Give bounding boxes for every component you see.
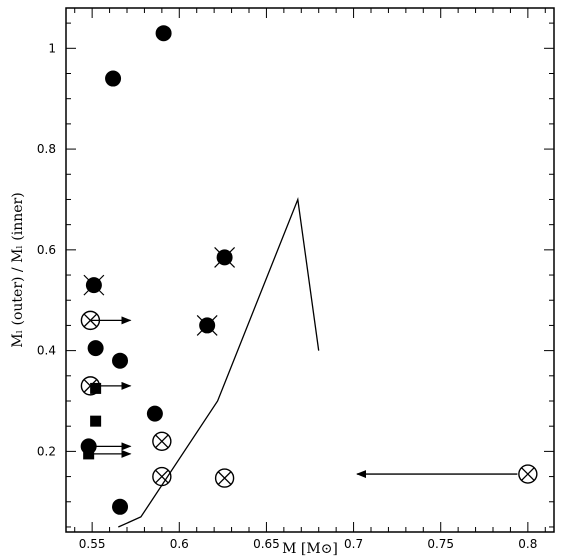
x-tick-label: 0.6 bbox=[170, 537, 189, 551]
y-tick-label: 0.6 bbox=[37, 243, 56, 257]
cross-line bbox=[83, 274, 105, 296]
plot-frame bbox=[65, 7, 555, 533]
y-tick-label: 0.8 bbox=[37, 142, 56, 156]
y-axis-label: Mₗ (outer) / Mₗ (inner) bbox=[10, 192, 26, 347]
cross-line bbox=[154, 434, 169, 449]
y-axis-ticks: 0.2 0.4 0.6 0.8 1 bbox=[37, 22, 554, 528]
x-tick-label: 0.65 bbox=[253, 537, 280, 551]
x-axis-label: M [M⊙] bbox=[282, 541, 338, 557]
x-tick-label: 0.8 bbox=[518, 537, 537, 551]
x-axis-ticks: 0.55 0.6 0.65 0.7 0.75 0.8 bbox=[74, 8, 546, 551]
crossed-open-circle-point bbox=[518, 464, 538, 484]
crossed-open-circle-point bbox=[152, 431, 172, 452]
y-tick-label: 1 bbox=[48, 41, 56, 55]
cross-line bbox=[154, 469, 169, 484]
x-tick-label: 0.55 bbox=[79, 537, 106, 551]
crossed-filled-circle-point bbox=[196, 314, 218, 336]
filled-circle-point bbox=[105, 70, 122, 87]
cross-line bbox=[196, 314, 218, 336]
x-tick-label: 0.75 bbox=[427, 537, 454, 551]
data-marks bbox=[80, 25, 538, 528]
crossed-open-circle-point bbox=[214, 468, 235, 488]
cross-line bbox=[83, 313, 98, 328]
crossed-filled-circle-point bbox=[214, 246, 236, 268]
y-tick-label: 0.4 bbox=[37, 344, 56, 358]
filled-circle-point bbox=[146, 405, 163, 422]
filled-circle-point bbox=[87, 340, 104, 357]
cross-line bbox=[217, 471, 232, 486]
cross-line bbox=[520, 467, 535, 481]
crossed-filled-circle-point bbox=[83, 274, 105, 296]
filled-square-point bbox=[90, 382, 102, 394]
y-tick-label: 0.2 bbox=[37, 444, 56, 458]
x-tick-label: 0.7 bbox=[344, 537, 363, 551]
filled-circle-point bbox=[112, 352, 129, 369]
filled-circle-point bbox=[112, 498, 129, 515]
model-curve bbox=[118, 196, 320, 528]
cross-line bbox=[214, 246, 236, 268]
filled-circle-point bbox=[155, 25, 172, 42]
filled-square-point bbox=[90, 415, 102, 427]
